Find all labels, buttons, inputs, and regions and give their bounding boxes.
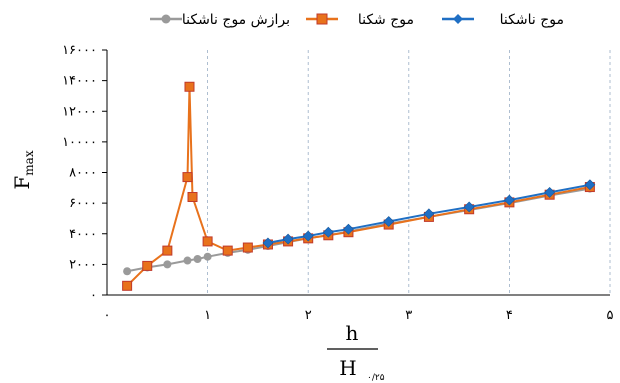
series-2-point-5: [203, 252, 212, 261]
legend-label-unbroken: موج ناشکنا: [500, 12, 564, 28]
series-0-point-7: [463, 201, 475, 213]
series-0-point-3: [322, 226, 334, 238]
series-2-point-2: [163, 260, 172, 269]
axes: [102, 49, 610, 296]
series-1-point-7: [222, 245, 233, 256]
series-0-point-9: [544, 186, 556, 198]
series-1-point-6: [202, 236, 213, 247]
y-axis-label-main: F: [10, 176, 34, 190]
y-tick-label-2: ۴۰۰۰: [69, 227, 97, 242]
x-tick-label-0: ۰: [104, 308, 111, 323]
legend: موج ناشکنا موج شکنا برازش موج ناشکنا: [150, 12, 564, 28]
legend-swatch-fit-marker: [161, 14, 171, 24]
x-axis-label: h H ۰/۲۵: [327, 321, 385, 383]
series-1-point-4: [184, 81, 195, 92]
legend-label-fit: برازش موج ناشکنا: [182, 12, 290, 28]
y-axis-label-sub: max: [22, 150, 36, 176]
x-tick-label-1: ۱: [204, 308, 211, 323]
y-axis-label: Fmax: [10, 150, 36, 189]
series-1-point-8: [242, 242, 253, 253]
y-tick-label-8: ۱۶۰۰۰: [62, 43, 97, 58]
x-axis-label-numerator: h: [346, 321, 359, 345]
series-2-point-4: [193, 255, 202, 264]
legend-swatch-breaking-marker: [316, 13, 328, 25]
series-0-point-10: [584, 179, 596, 191]
x-tick-label-2: ۲: [305, 308, 312, 323]
grid: [207, 50, 611, 295]
series-1-line: [126, 86, 591, 287]
series-2-point-0: [123, 267, 132, 276]
series-layer: [122, 81, 596, 291]
svg-text:Fmax: Fmax: [10, 150, 36, 189]
series-1-point-5: [187, 192, 198, 202]
x-tick-label-5: ۵: [607, 308, 614, 323]
y-tick-label-6: ۱۲۰۰۰: [62, 104, 97, 119]
series-0-point-2: [302, 230, 314, 242]
series-0-point-8: [503, 194, 515, 206]
y-tick-label-1: ۲۰۰۰: [69, 257, 97, 272]
x-axis-label-denominator-sub: ۰/۲۵: [367, 373, 385, 383]
legend-item-fit: برازش موج ناشکنا: [150, 12, 290, 28]
series-0-point-0: [262, 237, 274, 249]
y-tick-label-4: ۸۰۰۰: [69, 166, 97, 181]
series-0-point-1: [282, 233, 294, 245]
series-0-point-4: [343, 223, 354, 235]
series-1-point-0: [122, 280, 133, 291]
series-0-point-5: [383, 216, 395, 227]
x-tick-label-4: ۴: [506, 308, 513, 323]
x-axis-label-denominator: H: [339, 356, 356, 380]
x-tick-label-3: ۳: [405, 308, 412, 323]
y-tick-label-0: ۰: [90, 288, 97, 303]
y-tick-label-5: ۱۰۰۰۰: [62, 135, 97, 150]
series-1-point-2: [162, 245, 173, 256]
y-tick-labels: ۰ ۲۰۰۰ ۴۰۰۰ ۶۰۰۰ ۸۰۰۰ ۱۰۰۰۰ ۱۲۰۰۰ ۱۴۰۰۰ ۱۶۰۰۰: [62, 43, 97, 303]
y-tick-label-3: ۶۰۰۰: [69, 196, 97, 211]
legend-item-breaking: موج شکنا: [306, 12, 414, 28]
legend-swatch-unbroken-marker: [453, 14, 463, 24]
series-1-point-1: [142, 260, 153, 271]
legend-item-unbroken: موج ناشکنا: [442, 12, 564, 28]
series-0-point-6: [423, 208, 435, 220]
legend-label-breaking: موج شکنا: [358, 12, 414, 28]
series-2-point-3: [183, 256, 192, 265]
x-tick-labels: ۰ ۱ ۲ ۳ ۴ ۵: [104, 308, 614, 323]
series-0: [262, 179, 596, 249]
y-tick-label-7: ۱۴۰۰۰: [62, 74, 97, 89]
series-1-point-3: [182, 172, 193, 183]
